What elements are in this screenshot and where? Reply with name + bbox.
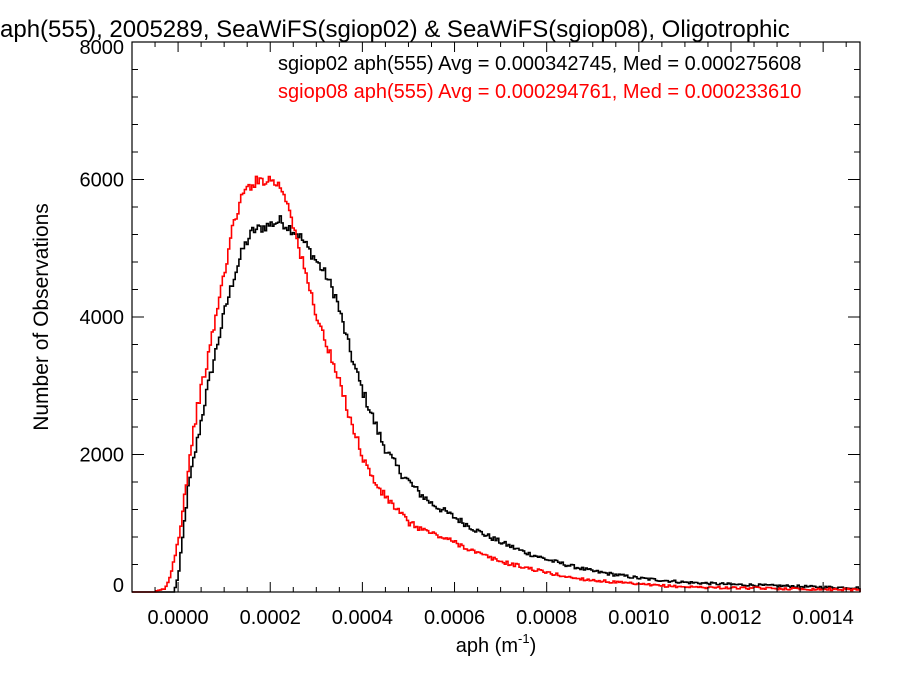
x-tick-label: 0.0002 <box>240 607 301 629</box>
x-axis-label-superscript: -1 <box>518 631 530 646</box>
x-tick-label: 0.0008 <box>516 607 577 629</box>
x-axis-label-close: ) <box>530 635 537 657</box>
x-tick-label: 0.0000 <box>147 607 208 629</box>
chart-title: aph(555), 2005289, SeaWiFS(sgiop02) & Se… <box>0 16 790 43</box>
x-tick-label: 0.0006 <box>424 607 485 629</box>
plot-frame <box>131 41 861 593</box>
y-tick-label: 4000 <box>80 307 125 329</box>
x-axis-label-text: aph (m <box>456 635 518 657</box>
x-axis: 0.0000 0.0002 0.0004 0.0006 0.0008 0.0010 0.00… <box>131 42 854 629</box>
x-tick-label: 0.0010 <box>608 607 669 629</box>
series-layer <box>132 175 861 593</box>
x-tick-label: 0.0004 <box>332 607 393 629</box>
y-axis-label: Number of Observations <box>30 203 53 431</box>
series-line-sgiop08 <box>132 175 861 593</box>
y-axis: 0 2000 4000 6000 8000 <box>80 37 860 597</box>
y-tick-label: 0 <box>113 575 124 597</box>
x-tick-label: 0.0012 <box>700 607 761 629</box>
series-line-sgiop02 <box>132 215 861 593</box>
y-tick-label: 6000 <box>80 170 125 192</box>
y-tick-label: 2000 <box>80 445 125 467</box>
x-axis-label: aph (m-1) <box>456 631 536 657</box>
legend-entry-sgiop08: sgiop08 aph(555) Avg = 0.000294761, Med … <box>278 81 801 103</box>
x-tick-label: 0.0014 <box>793 607 854 629</box>
y-tick-label: 8000 <box>80 37 125 59</box>
legend-entry-sgiop02: sgiop02 aph(555) Avg = 0.000342745, Med … <box>278 53 801 75</box>
